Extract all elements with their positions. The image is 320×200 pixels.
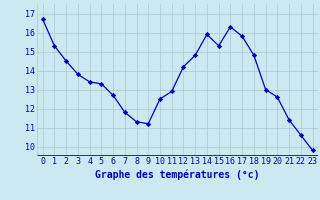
X-axis label: Graphe des températures (°c): Graphe des températures (°c) — [95, 169, 260, 180]
